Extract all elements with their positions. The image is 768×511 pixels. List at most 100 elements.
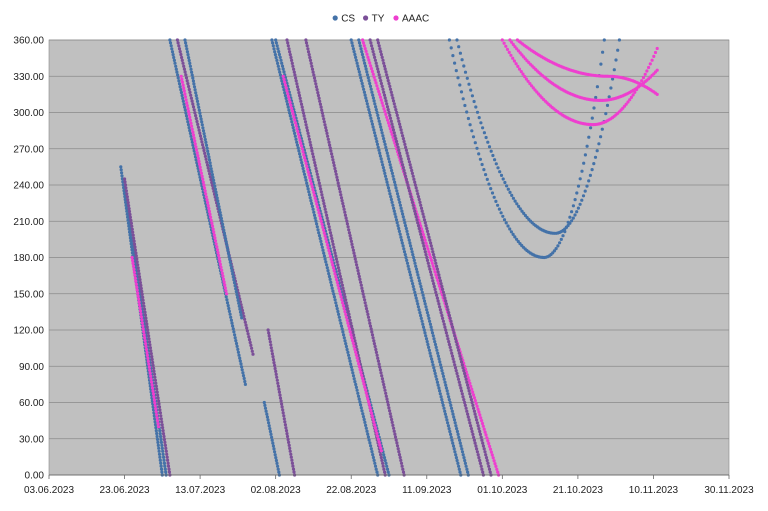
data-point bbox=[273, 450, 277, 454]
data-point bbox=[329, 280, 333, 284]
data-point bbox=[568, 221, 572, 225]
data-point bbox=[499, 173, 504, 177]
data-point bbox=[367, 79, 371, 83]
data-point bbox=[412, 206, 416, 210]
data-point bbox=[371, 96, 375, 100]
data-point bbox=[382, 90, 386, 94]
data-point bbox=[407, 157, 411, 161]
data-point bbox=[348, 330, 352, 334]
data-point bbox=[459, 90, 464, 94]
data-point bbox=[450, 409, 454, 413]
data-point bbox=[375, 431, 379, 435]
data-point bbox=[350, 368, 354, 372]
data-point bbox=[288, 446, 292, 450]
data-point bbox=[136, 291, 140, 295]
data-point bbox=[408, 192, 412, 196]
data-point bbox=[209, 164, 213, 168]
data-point bbox=[382, 382, 386, 387]
data-point bbox=[455, 371, 459, 376]
data-point bbox=[330, 236, 334, 241]
data-point bbox=[480, 467, 484, 471]
data-point bbox=[448, 429, 452, 434]
data-point bbox=[163, 443, 167, 447]
data-point bbox=[291, 464, 295, 468]
data-point bbox=[386, 121, 391, 125]
data-point bbox=[321, 199, 325, 203]
data-point bbox=[384, 112, 388, 116]
data-point bbox=[413, 209, 417, 213]
data-point bbox=[191, 76, 195, 80]
data-point bbox=[404, 148, 408, 152]
data-point bbox=[388, 412, 392, 416]
data-point bbox=[491, 456, 495, 460]
data-point bbox=[372, 458, 376, 462]
data-point bbox=[459, 360, 464, 364]
data-point bbox=[398, 203, 402, 207]
data-point bbox=[155, 437, 160, 441]
data-point bbox=[235, 292, 239, 297]
data-point bbox=[463, 371, 467, 376]
data-point bbox=[363, 64, 367, 68]
data-point bbox=[397, 450, 401, 454]
data-point bbox=[132, 236, 136, 240]
data-point bbox=[292, 128, 296, 133]
data-point bbox=[319, 105, 323, 109]
data-point bbox=[274, 458, 278, 463]
data-point bbox=[311, 70, 315, 74]
data-point bbox=[197, 128, 201, 132]
data-point bbox=[392, 429, 396, 433]
data-point bbox=[120, 171, 124, 175]
data-point bbox=[594, 95, 598, 100]
data-point bbox=[398, 154, 402, 158]
data-point bbox=[437, 281, 441, 285]
data-point bbox=[452, 447, 456, 451]
data-point bbox=[315, 205, 320, 209]
data-point bbox=[196, 125, 200, 129]
data-point bbox=[374, 347, 378, 352]
data-point bbox=[370, 450, 374, 454]
data-point bbox=[426, 342, 430, 347]
data-point bbox=[431, 250, 435, 254]
data-point bbox=[379, 81, 383, 86]
data-point bbox=[158, 411, 162, 415]
data-point bbox=[153, 375, 157, 379]
data-point bbox=[427, 250, 431, 254]
data-point bbox=[298, 155, 302, 159]
data-point bbox=[234, 341, 239, 346]
data-point bbox=[154, 410, 158, 414]
data-point bbox=[139, 312, 143, 316]
data-point bbox=[328, 143, 332, 147]
data-point bbox=[315, 202, 319, 206]
data-point bbox=[433, 371, 437, 376]
data-point bbox=[302, 172, 307, 176]
data-point bbox=[151, 392, 156, 396]
data-point bbox=[190, 124, 194, 128]
data-point bbox=[350, 327, 354, 331]
data-point bbox=[325, 263, 329, 267]
data-point bbox=[240, 368, 244, 372]
data-point bbox=[193, 88, 197, 92]
data-point bbox=[159, 437, 163, 442]
data-point bbox=[199, 171, 203, 175]
data-point bbox=[179, 52, 183, 57]
data-point bbox=[128, 215, 132, 219]
data-point bbox=[467, 82, 471, 86]
data-point bbox=[493, 462, 497, 466]
data-point bbox=[377, 73, 381, 77]
data-point bbox=[217, 256, 221, 261]
data-point bbox=[302, 114, 306, 118]
data-point bbox=[456, 76, 460, 80]
data-point bbox=[343, 309, 347, 314]
data-point bbox=[321, 196, 325, 200]
data-point bbox=[217, 205, 221, 209]
data-point bbox=[362, 90, 366, 94]
data-point bbox=[226, 252, 231, 256]
data-point bbox=[340, 327, 344, 331]
data-point bbox=[159, 464, 163, 468]
data-point bbox=[202, 183, 206, 187]
data-point bbox=[300, 163, 304, 168]
data-point bbox=[199, 168, 203, 172]
y-tick-label: 180.00 bbox=[13, 253, 44, 264]
data-point bbox=[153, 404, 157, 408]
data-point bbox=[192, 82, 196, 86]
